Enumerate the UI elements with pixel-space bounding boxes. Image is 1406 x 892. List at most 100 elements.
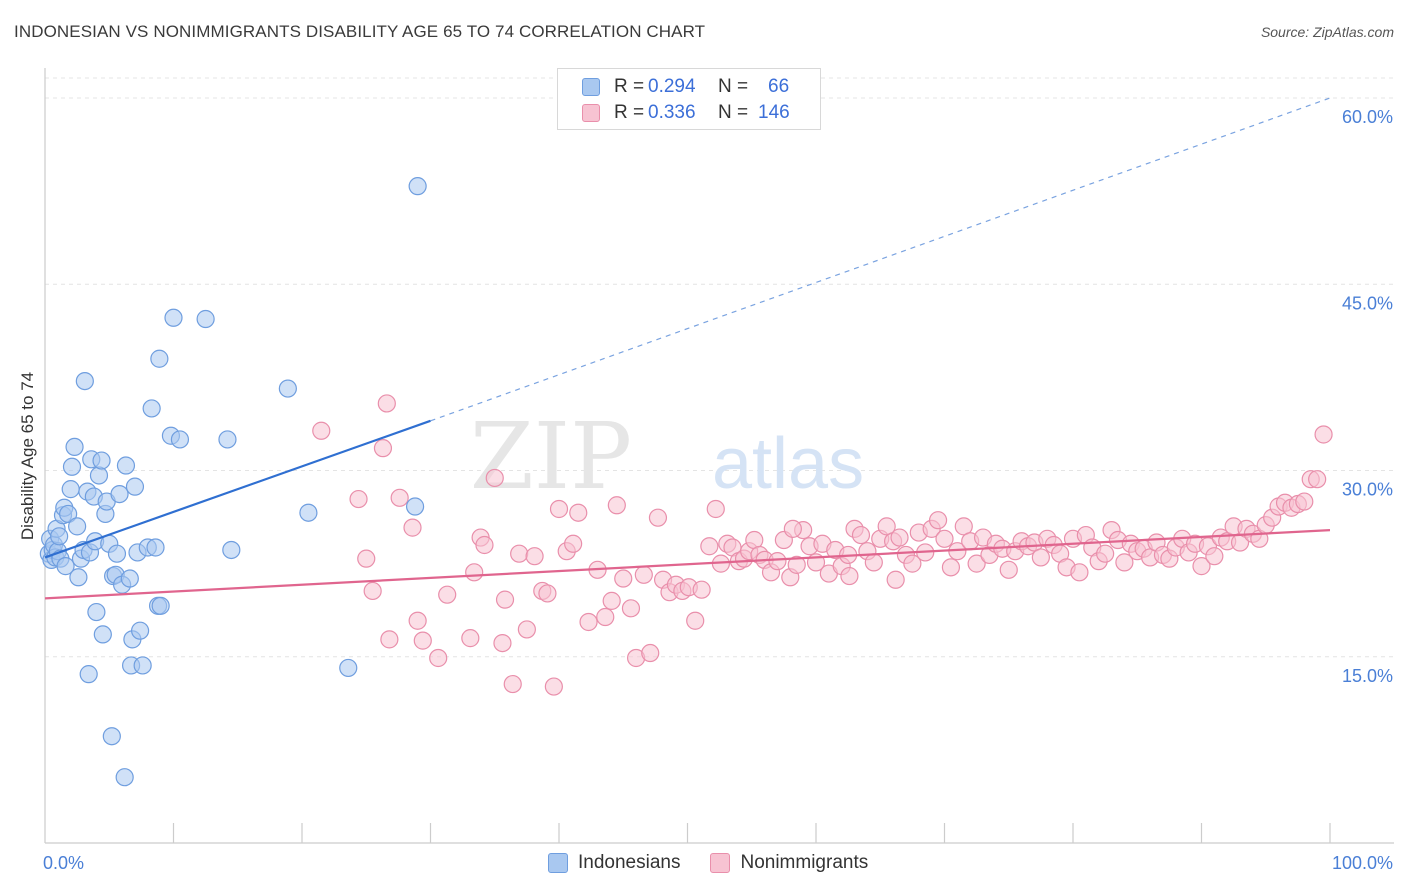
point-nonimmigrant bbox=[787, 555, 806, 574]
point-nonimmigrant bbox=[438, 585, 457, 604]
point-indonesian bbox=[222, 540, 241, 560]
watermark-zip: ZIP bbox=[470, 403, 632, 510]
point-nonimmigrant bbox=[461, 629, 480, 648]
point-indonesian bbox=[116, 456, 136, 475]
point-nonimmigrant bbox=[413, 631, 432, 650]
tick-labels: 15.0% 30.0% 45.0% 60.0% 0.0% 100.0% bbox=[43, 107, 1393, 873]
point-indonesian bbox=[299, 503, 318, 522]
point-indonesian bbox=[68, 517, 87, 536]
point-indonesian bbox=[59, 504, 78, 524]
n-label: N = bbox=[718, 102, 749, 123]
r-value: 0.294 bbox=[648, 76, 696, 97]
r-value: 0.336 bbox=[648, 102, 696, 123]
x-tick-label: 100.0% bbox=[1332, 853, 1393, 873]
point-indonesian bbox=[115, 768, 134, 787]
legend-swatch-nonimmigrants bbox=[710, 853, 731, 873]
point-nonimmigrant bbox=[967, 554, 986, 573]
legend-label-indonesians: Indonesians bbox=[578, 852, 681, 873]
point-indonesian bbox=[79, 665, 98, 684]
point-nonimmigrant bbox=[363, 581, 382, 601]
y-tick-label: 30.0% bbox=[1342, 480, 1393, 500]
point-nonimmigrant bbox=[607, 496, 626, 515]
point-nonimmigrant bbox=[493, 633, 512, 653]
point-indonesian bbox=[405, 497, 425, 516]
point-indonesian bbox=[110, 484, 129, 504]
point-nonimmigrant bbox=[706, 499, 725, 519]
point-indonesian bbox=[56, 557, 75, 576]
point-indonesian bbox=[102, 727, 121, 746]
point-indonesian bbox=[130, 621, 150, 640]
series-nonimmigrants bbox=[312, 394, 1333, 696]
point-nonimmigrant bbox=[408, 611, 427, 630]
point-nonimmigrant bbox=[564, 534, 583, 553]
y-tick-label: 15.0% bbox=[1342, 666, 1393, 686]
point-indonesian bbox=[146, 538, 165, 557]
point-nonimmigrant bbox=[373, 439, 393, 458]
point-nonimmigrant bbox=[783, 519, 802, 538]
stats-legend: R = 0.294 N = 66 R = 0.336 N = 146 bbox=[557, 68, 821, 130]
trend-line-nonimmigrants bbox=[44, 529, 1331, 600]
point-indonesian bbox=[87, 602, 106, 622]
point-nonimmigrant bbox=[621, 599, 641, 618]
legend-item-indonesians: Indonesians bbox=[548, 852, 680, 874]
trend-lines bbox=[44, 97, 1331, 600]
point-nonimmigrant bbox=[475, 535, 494, 555]
y-tick-label: 60.0% bbox=[1342, 107, 1393, 127]
point-indonesian bbox=[62, 457, 82, 476]
point-indonesian bbox=[92, 451, 111, 470]
point-nonimmigrant bbox=[357, 549, 376, 568]
point-nonimmigrant bbox=[349, 489, 368, 509]
n-label: N = bbox=[718, 76, 749, 97]
point-indonesian bbox=[150, 349, 169, 368]
r-label: R = bbox=[614, 76, 645, 97]
point-nonimmigrant bbox=[935, 529, 954, 548]
y-axis-label: Disability Age 65 to 74 bbox=[18, 372, 37, 540]
point-nonimmigrant bbox=[686, 611, 705, 630]
point-indonesian bbox=[75, 372, 94, 391]
point-nonimmigrant bbox=[614, 569, 633, 588]
point-indonesian bbox=[61, 480, 80, 499]
point-indonesian bbox=[69, 568, 88, 587]
point-nonimmigrant bbox=[1031, 548, 1050, 567]
point-indonesian bbox=[196, 309, 215, 329]
point-nonimmigrant bbox=[700, 537, 719, 556]
point-nonimmigrant bbox=[1070, 563, 1089, 582]
legend-label-nonimmigrants: Nonimmigrants bbox=[740, 852, 869, 873]
point-nonimmigrant bbox=[1192, 557, 1211, 576]
point-nonimmigrant bbox=[840, 566, 859, 586]
point-nonimmigrant bbox=[485, 468, 504, 488]
point-nonimmigrant bbox=[538, 584, 557, 603]
point-nonimmigrant bbox=[1205, 547, 1224, 566]
point-indonesian bbox=[142, 399, 161, 418]
point-nonimmigrant bbox=[429, 648, 448, 668]
point-indonesian bbox=[120, 569, 139, 588]
point-nonimmigrant bbox=[941, 558, 961, 577]
source-credit: Source: ZipAtlas.com bbox=[1260, 24, 1394, 40]
point-nonimmigrant bbox=[312, 421, 331, 440]
point-nonimmigrant bbox=[465, 563, 484, 582]
point-nonimmigrant bbox=[377, 394, 396, 413]
point-indonesian bbox=[50, 527, 69, 546]
point-nonimmigrant bbox=[692, 580, 711, 599]
legend-row-indonesians: R = 0.294 N = 66 bbox=[582, 75, 789, 99]
point-nonimmigrant bbox=[602, 591, 621, 610]
point-indonesian bbox=[170, 430, 190, 449]
point-nonimmigrant bbox=[525, 547, 544, 566]
point-indonesian bbox=[339, 658, 358, 678]
point-indonesian bbox=[278, 379, 297, 398]
series-indonesians bbox=[39, 177, 427, 787]
point-nonimmigrant bbox=[510, 544, 529, 563]
point-indonesian bbox=[107, 544, 127, 563]
point-indonesian bbox=[164, 308, 183, 327]
point-indonesian bbox=[125, 477, 145, 496]
point-nonimmigrant bbox=[928, 511, 948, 530]
point-nonimmigrant bbox=[1096, 544, 1115, 563]
watermark: ZIP atlas bbox=[470, 403, 864, 510]
point-nonimmigrant bbox=[596, 607, 615, 627]
point-nonimmigrant bbox=[999, 560, 1018, 579]
point-indonesian bbox=[218, 430, 237, 449]
point-indonesian bbox=[151, 596, 170, 615]
point-nonimmigrant bbox=[517, 620, 536, 639]
trend-line-indonesians bbox=[44, 419, 431, 559]
point-indonesian bbox=[93, 625, 112, 644]
